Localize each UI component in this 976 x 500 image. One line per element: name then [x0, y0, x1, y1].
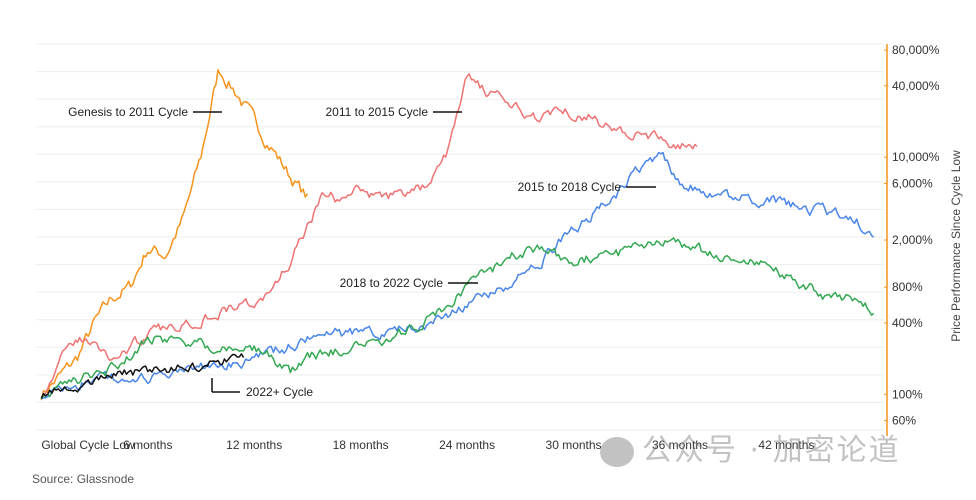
y-axis-label: Price Performance Since Cycle Low [949, 150, 963, 342]
x-tick-label: 30 months [546, 438, 602, 452]
series-annotation: Genesis to 2011 Cycle [68, 105, 188, 119]
x-tick-label: 18 months [333, 438, 389, 452]
y-tick-label: 40,000% [892, 79, 940, 93]
x-tick-label: 42 months [758, 438, 814, 452]
y-tick-label: 6,000% [892, 176, 933, 190]
y-tick-label: 400% [892, 316, 923, 330]
series-lines [40, 69, 875, 401]
series-annotation: 2015 to 2018 Cycle [518, 180, 622, 194]
series-line [40, 237, 875, 400]
series-annotation: 2011 to 2015 Cycle [325, 105, 428, 119]
series-line [40, 151, 875, 400]
grid-lines [36, 43, 884, 431]
y-tick-label: 2,000% [892, 233, 933, 247]
series-annotation: 2022+ Cycle [246, 385, 313, 399]
y-tick-label: 60% [892, 414, 916, 428]
watermark-text: 公众号 · 加密论道 [642, 433, 901, 468]
series-annotations: Genesis to 2011 Cycle 2011 to 2015 Cycle 2… [68, 105, 656, 399]
x-tick-label: 24 months [439, 438, 495, 452]
x-tick-label: 6 months [123, 438, 172, 452]
x-tick-label: 36 months [652, 438, 708, 452]
series-line [40, 73, 698, 400]
y-tick-label: 80,000% [892, 43, 940, 57]
source-note: Source: Glassnode [32, 472, 135, 486]
wechat-icon [600, 436, 634, 467]
series-line [40, 69, 309, 401]
x-tick-label: Global Cycle Low [41, 438, 135, 452]
y-tick-labels: 60% 100% 400% 800% 2,000% 6,000% 10,000% 40,000… [884, 43, 940, 428]
y-tick-label: 10,000% [892, 150, 940, 164]
y-tick-label: 100% [892, 387, 923, 401]
series-line [40, 353, 245, 399]
series-annotation: 2018 to 2022 Cycle [340, 276, 444, 290]
x-tick-label: 12 months [226, 438, 282, 452]
watermark: 公众号 · 加密论道 [600, 425, 901, 469]
y-tick-label: 800% [892, 280, 923, 294]
